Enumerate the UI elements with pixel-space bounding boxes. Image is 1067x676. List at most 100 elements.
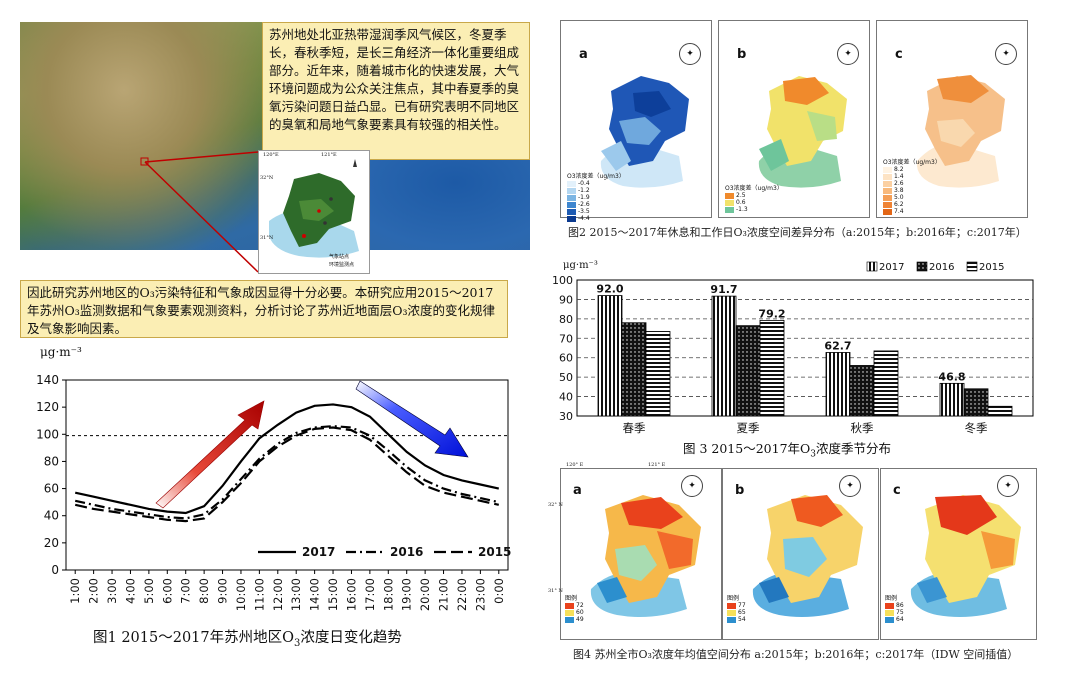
x-category-label: 夏季 [737,421,760,435]
fig2-legend-a: O3浓度差（ug/m3） -0.4 -1.2 -1.9 -2.6 -3.5 -4… [567,173,625,222]
intro-paragraph-1: 苏州地处北亚热带湿润季风气候区，冬夏季长，春秋季短，是长三角经济一体化重要组成部… [269,27,520,132]
fig2-label-c: c [895,47,903,62]
bar-2016-春季 [621,322,647,417]
x-tick-label: 20:00 [418,578,432,611]
y-tick-label: 40 [44,509,59,523]
compass-icon: ✦ [995,43,1017,65]
legend-swatch-2016 [916,261,928,272]
legend-label-2016: 2016 [390,545,423,559]
x-tick-label: 6:00 [160,578,174,604]
legend-swatch-2015 [966,261,978,272]
y-tick-label: 80 [559,313,573,326]
inset-lat-1: 32°N [260,175,274,181]
x-tick-label: 19:00 [400,578,414,611]
x-category-label: 秋季 [851,421,874,435]
bar-2016-冬季 [963,388,989,417]
fig4-legend-c-title: 图例 [885,595,898,602]
x-category-label: 春季 [623,421,646,435]
x-tick-label: 0:00 [492,578,506,604]
fig3-bar-chart: 30 40 50 60 70 80 90 100 春季 夏季 秋季 冬季 92.0 91.7 79.2 62… [552,261,1034,435]
legend-value: 49 [576,616,584,623]
legend-label-2017: 2017 [302,545,335,559]
legend-value: 54 [738,616,746,623]
legend-value: 86 [896,602,904,609]
bar-2017-春季 [597,295,623,417]
fig3-caption-suffix: 浓度季节分布 [816,441,892,456]
x-tick-label: 3:00 [105,578,119,604]
legend-value: -4.4 [578,215,590,222]
x-tick-label: 2:00 [87,578,101,604]
x-tick-label: 13:00 [289,578,303,611]
legend-label-2017: 2017 [879,262,904,273]
x-tick-label: 21:00 [437,578,451,611]
x-tick-label: 12:00 [271,578,285,611]
fig4-panel-c: c ✦ 图例 86 75 64 [880,468,1037,640]
data-label: 91.7 [710,283,737,296]
series-line-2017 [74,403,500,515]
legend-value: 77 [738,602,746,609]
compass-icon: ✦ [837,43,859,65]
legend-label-2015: 2015 [478,545,511,559]
intro-paragraph-2: 因此研究苏州地区的O₃污染特征和气象成因显得十分必要。本研究应用2015～201… [27,285,496,336]
inset-lat-2: 31°N [260,235,274,241]
legend-value: 7.4 [894,208,904,215]
y-tick-label: 50 [559,371,573,384]
x-tick-label: 14:00 [308,578,322,611]
inset-map-drawing [259,151,369,273]
fig4-lat-2: 31° N [548,588,563,594]
fig3-y-unit: μg·m⁻³ [563,260,598,271]
bar-2017-秋季 [825,352,851,417]
x-tick-label: 1:00 [68,578,82,604]
fig4-label-c: c [893,483,901,498]
inset-lon-1: 120°E [263,152,279,158]
legend-value: -1.2 [578,187,590,194]
series-line-2015 [74,426,500,523]
legend-value: 65 [738,609,746,616]
legend-value: 60 [576,609,584,616]
y-tick-label: 20 [44,536,59,550]
fig4-legend-c: 图例 86 75 64 [885,595,904,623]
x-tick-label: 23:00 [473,578,487,611]
y-tick-label: 120 [36,400,59,414]
bar-2017-冬季 [939,382,965,417]
y-tick-label: 100 [36,427,59,441]
legend-value: 64 [896,616,904,623]
legend-label-2016: 2016 [929,262,954,273]
bar-2017-夏季 [711,295,737,417]
fig4-panel-b: b ✦ 图例 77 65 54 [722,468,879,640]
falling-trend-arrow [355,380,469,458]
bar-2015-夏季 [759,320,785,417]
fig3-caption: 图 3 2015～2017年O3浓度季节分布 [683,438,891,460]
fig4-label-a: a [573,483,582,498]
fig2-legend-a-title: O3浓度差（ug/m3） [567,173,625,180]
compass-icon: ✦ [679,43,701,65]
fig2-maps: a ✦ O3浓度差（ug/m3） -0.4 -1.2 -1.9 -2.6 -3.… [560,10,1030,222]
fig2-label-a: a [579,47,588,62]
legend-value: 1.4 [894,173,904,180]
fig1-line-chart: 0 20 40 60 80 100 120 140 1:00 2:00 3:00 4:00 5:00 6:… [36,373,511,611]
fig4-panel-a: a ✦ 图例 72 60 49 [560,468,722,640]
inset-suzhou-map: 120°E 121°E 32°N 31°N 气象站点 环境监测点 [258,150,370,274]
fig4-caption: 图4 苏州全市O₃浓度年均值空间分布 a:2015年；b:2016年；c:201… [573,648,1019,661]
fig1-plot-frame [65,379,509,571]
fig2-panel-c: c ✦ O3浓度差（ug/m3） 8.2 1.4 2.6 3.8 5.0 6.2… [876,20,1028,218]
fig2-legend-c: O3浓度差（ug/m3） 8.2 1.4 2.6 3.8 5.0 6.2 7.4 [883,159,941,215]
y-tick-label: 70 [559,332,573,345]
fig2-caption: 图2 2015～2017年休息和工作日O₃浓度空间差异分布（a:2015年；b:… [568,226,1027,239]
x-tick-label: 10:00 [234,578,248,611]
legend-value: -1.3 [736,206,748,213]
x-tick-label: 17:00 [363,578,377,611]
legend-swatch-2017 [866,261,878,272]
fig3-caption-prefix: 图 3 2015～2017年O [683,441,811,456]
compass-icon: ✦ [681,475,703,497]
y-tick-label: 140 [36,373,59,387]
x-category-label: 冬季 [965,421,988,435]
x-tick-label: 5:00 [142,578,156,604]
compass-icon: ✦ [997,475,1019,497]
x-tick-label: 15:00 [326,578,340,611]
legend-value: -0.4 [578,180,590,187]
x-tick-label: 18:00 [381,578,395,611]
legend-value: 5.0 [894,194,904,201]
legend-value: -3.5 [578,208,590,215]
y-tick-label: 100 [552,274,573,287]
